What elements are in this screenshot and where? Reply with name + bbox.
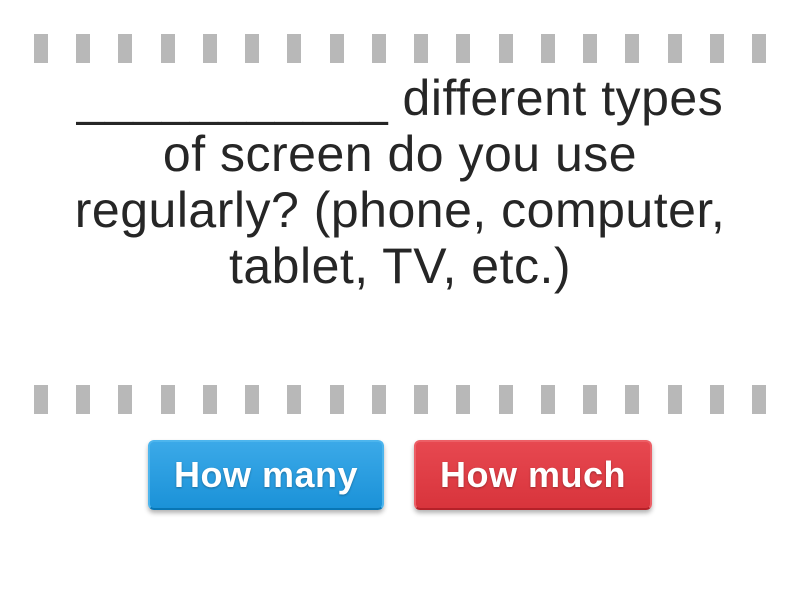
border-dot: [118, 34, 132, 63]
border-dot: [541, 385, 555, 414]
border-dot: [541, 34, 555, 63]
border-dot: [625, 34, 639, 63]
border-dot: [752, 34, 766, 63]
border-dot: [372, 385, 386, 414]
border-dot: [414, 385, 428, 414]
border-dot: [161, 385, 175, 414]
bottom-dotted-border: [34, 385, 766, 414]
border-dot: [203, 385, 217, 414]
border-dot: [287, 385, 301, 414]
border-dot: [76, 34, 90, 63]
border-dot: [583, 385, 597, 414]
top-dotted-border: [34, 34, 766, 63]
answer-buttons-container: How many How much: [0, 440, 800, 510]
border-dot: [414, 34, 428, 63]
border-dot: [499, 34, 513, 63]
question-container: ___________ different types of screen do…: [60, 70, 740, 294]
answer-button-how-many[interactable]: How many: [148, 440, 384, 510]
border-dot: [287, 34, 301, 63]
answer-button-how-much[interactable]: How much: [414, 440, 652, 510]
border-dot: [583, 34, 597, 63]
border-dot: [456, 385, 470, 414]
border-dot: [245, 385, 259, 414]
border-dot: [752, 385, 766, 414]
border-dot: [499, 385, 513, 414]
border-dot: [668, 385, 682, 414]
border-dot: [161, 34, 175, 63]
border-dot: [76, 385, 90, 414]
border-dot: [372, 34, 386, 63]
border-dot: [245, 34, 259, 63]
border-dot: [456, 34, 470, 63]
border-dot: [625, 385, 639, 414]
border-dot: [330, 385, 344, 414]
border-dot: [710, 385, 724, 414]
border-dot: [710, 34, 724, 63]
border-dot: [118, 385, 132, 414]
border-dot: [203, 34, 217, 63]
border-dot: [34, 34, 48, 63]
question-text: ___________ different types of screen do…: [60, 70, 740, 294]
border-dot: [668, 34, 682, 63]
border-dot: [330, 34, 344, 63]
border-dot: [34, 385, 48, 414]
